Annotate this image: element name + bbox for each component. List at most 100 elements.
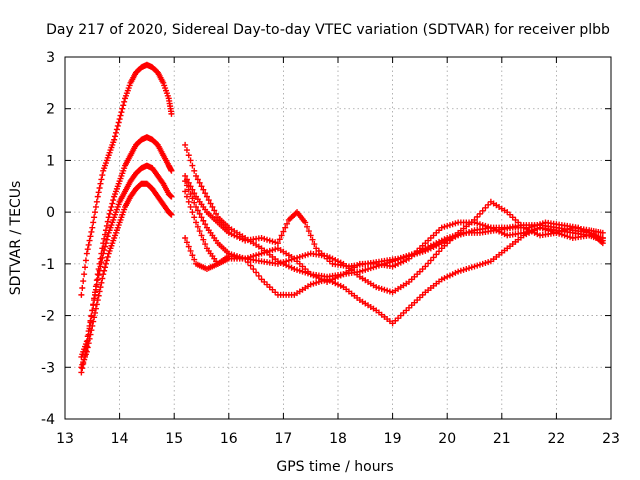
data-point (244, 259, 251, 266)
data-point (599, 229, 606, 236)
x-tick-label: 18 (329, 431, 347, 447)
data-point (449, 233, 456, 240)
data-point (102, 240, 109, 247)
x-tick-label: 14 (111, 431, 129, 447)
x-tick-labels: 13 14 15 16 17 18 19 20 21 22 23 (56, 431, 620, 447)
data-point (395, 255, 402, 262)
data-point (189, 195, 196, 202)
data-point (539, 220, 546, 227)
data-point (236, 235, 243, 241)
data-point (482, 204, 489, 211)
data-point (99, 254, 106, 261)
data-point (191, 256, 198, 263)
data-point (196, 210, 203, 217)
data-point (266, 247, 273, 254)
data-point (233, 233, 240, 240)
data-point (302, 219, 309, 226)
data-point (468, 264, 475, 271)
data-point (101, 235, 108, 242)
data-point (438, 276, 445, 283)
data-point (200, 186, 207, 193)
data-point (168, 110, 175, 117)
data-point (463, 266, 470, 273)
data-point (264, 236, 271, 243)
data-point (191, 199, 198, 206)
y-tick-label: 1 (46, 153, 55, 169)
data-point (375, 284, 382, 291)
data-point (95, 292, 102, 299)
data-point (193, 172, 200, 179)
data-point (449, 271, 456, 278)
data-point (97, 180, 104, 187)
data-point (120, 102, 127, 109)
data-point (419, 246, 426, 253)
data-point (183, 147, 190, 154)
data-point (326, 277, 333, 284)
data-point (98, 279, 105, 286)
data-point (95, 272, 102, 279)
x-tick-label: 22 (547, 431, 565, 447)
data-point (247, 262, 254, 269)
data-point (207, 200, 214, 207)
data-point (159, 179, 166, 186)
data-point (266, 237, 273, 244)
data-point (182, 188, 189, 195)
data-point (278, 232, 285, 239)
data-point (276, 236, 283, 243)
data-point (446, 272, 453, 279)
data-point (250, 266, 257, 273)
data-point (83, 343, 90, 350)
data-point (185, 179, 192, 186)
data-point (501, 231, 508, 238)
data-point (239, 236, 246, 243)
data-point (191, 167, 198, 174)
data-point (193, 203, 200, 210)
data-point (110, 197, 117, 204)
data-points (78, 61, 606, 376)
data-point (430, 254, 437, 261)
data-point (89, 224, 96, 231)
data-point (274, 260, 281, 267)
data-point (452, 269, 459, 276)
data-point (94, 271, 101, 278)
data-point (100, 250, 107, 257)
data-point (269, 238, 276, 245)
data-point (296, 267, 303, 274)
data-point (101, 267, 108, 274)
y-tick-label: -1 (41, 257, 55, 273)
data-point (82, 264, 89, 271)
data-point (577, 225, 584, 232)
data-point (185, 152, 192, 159)
data-point (200, 217, 207, 224)
series-track-h (182, 224, 606, 327)
data-point (580, 227, 587, 234)
data-point (526, 224, 533, 231)
data-point (101, 247, 108, 254)
data-point (116, 116, 123, 123)
data-point (313, 279, 320, 286)
data-point (261, 249, 268, 256)
data-point (98, 259, 105, 266)
data-point (288, 264, 295, 271)
data-point (386, 288, 393, 295)
data-point (329, 278, 336, 285)
data-point (452, 232, 459, 239)
data-point (86, 335, 93, 342)
data-point (294, 254, 301, 261)
data-point (414, 249, 421, 256)
data-point (474, 213, 481, 220)
data-point (466, 265, 473, 272)
y-tick-label: 0 (46, 205, 55, 221)
data-point (183, 193, 190, 200)
data-point (84, 246, 91, 253)
series-track-f (182, 178, 606, 285)
data-point (452, 220, 459, 227)
data-point (92, 305, 99, 312)
data-point (112, 133, 119, 140)
data-point (198, 183, 205, 190)
data-point (476, 210, 483, 217)
data-point (202, 241, 209, 248)
y-tick-label: -2 (41, 309, 55, 325)
data-point (479, 222, 486, 229)
